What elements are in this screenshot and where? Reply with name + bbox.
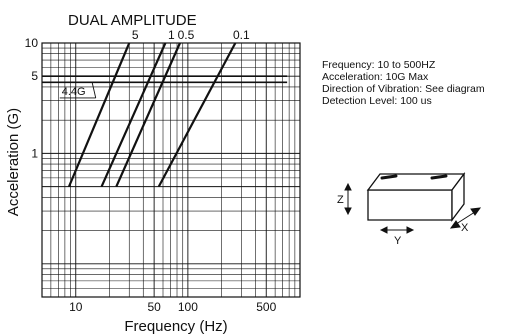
x-tick-label-50: 50: [147, 300, 161, 314]
spec-detection: Detection Level: 100 us: [322, 95, 432, 107]
x-arrow-icon: [449, 207, 482, 229]
series-line-0.1: [157, 42, 237, 188]
series-lines: [67, 42, 237, 188]
spec-acceleration: Acceleration: 10G Max: [322, 71, 429, 83]
spec-frequency: Frequency: 10 to 500HZ: [322, 59, 436, 71]
plot-frame: [41, 42, 301, 298]
chart-title: DUAL AMPLITUDE: [68, 12, 197, 29]
y-tick-label-1: 1: [31, 146, 38, 160]
z-axis-label: Z: [337, 194, 344, 206]
grid: [41, 42, 301, 298]
x-axis-label: Frequency (Hz): [124, 318, 227, 335]
series-line-5: [67, 42, 131, 188]
y-axis-label: Acceleration (G): [5, 108, 22, 216]
tick-labels: 10 50 100 500 1 5 10: [25, 36, 277, 314]
series-label-0.5: 0.5: [178, 28, 195, 42]
box-shape: [366, 172, 466, 222]
series-line-0.5: [115, 42, 181, 188]
direction-diagram: Z Y X: [337, 172, 482, 247]
y-arrow-icon: [379, 226, 415, 234]
x-tick-label-500: 500: [256, 300, 276, 314]
x-tick-label-100: 100: [178, 300, 198, 314]
x-tick-label-10: 10: [69, 300, 83, 314]
y-tick-label-10: 10: [25, 36, 39, 50]
y-tick-label-5: 5: [31, 69, 38, 83]
series-label-5: 5: [132, 28, 139, 42]
annotation-leader: [91, 82, 97, 99]
z-arrow-icon: [344, 182, 352, 216]
annotation-4-4g: 4.4G: [62, 86, 86, 98]
series-label-1: 1: [168, 28, 175, 42]
y-axis-label-diagram: Y: [394, 235, 402, 247]
terminal-pins: [380, 174, 448, 180]
x-axis-label-diagram: X: [461, 222, 469, 234]
series-labels: 5 1 0.5 0.1: [132, 28, 250, 42]
series-label-0.1: 0.1: [233, 28, 250, 42]
spec-direction: Direction of Vibration: See diagram: [322, 83, 485, 95]
series-line-1: [100, 42, 167, 188]
